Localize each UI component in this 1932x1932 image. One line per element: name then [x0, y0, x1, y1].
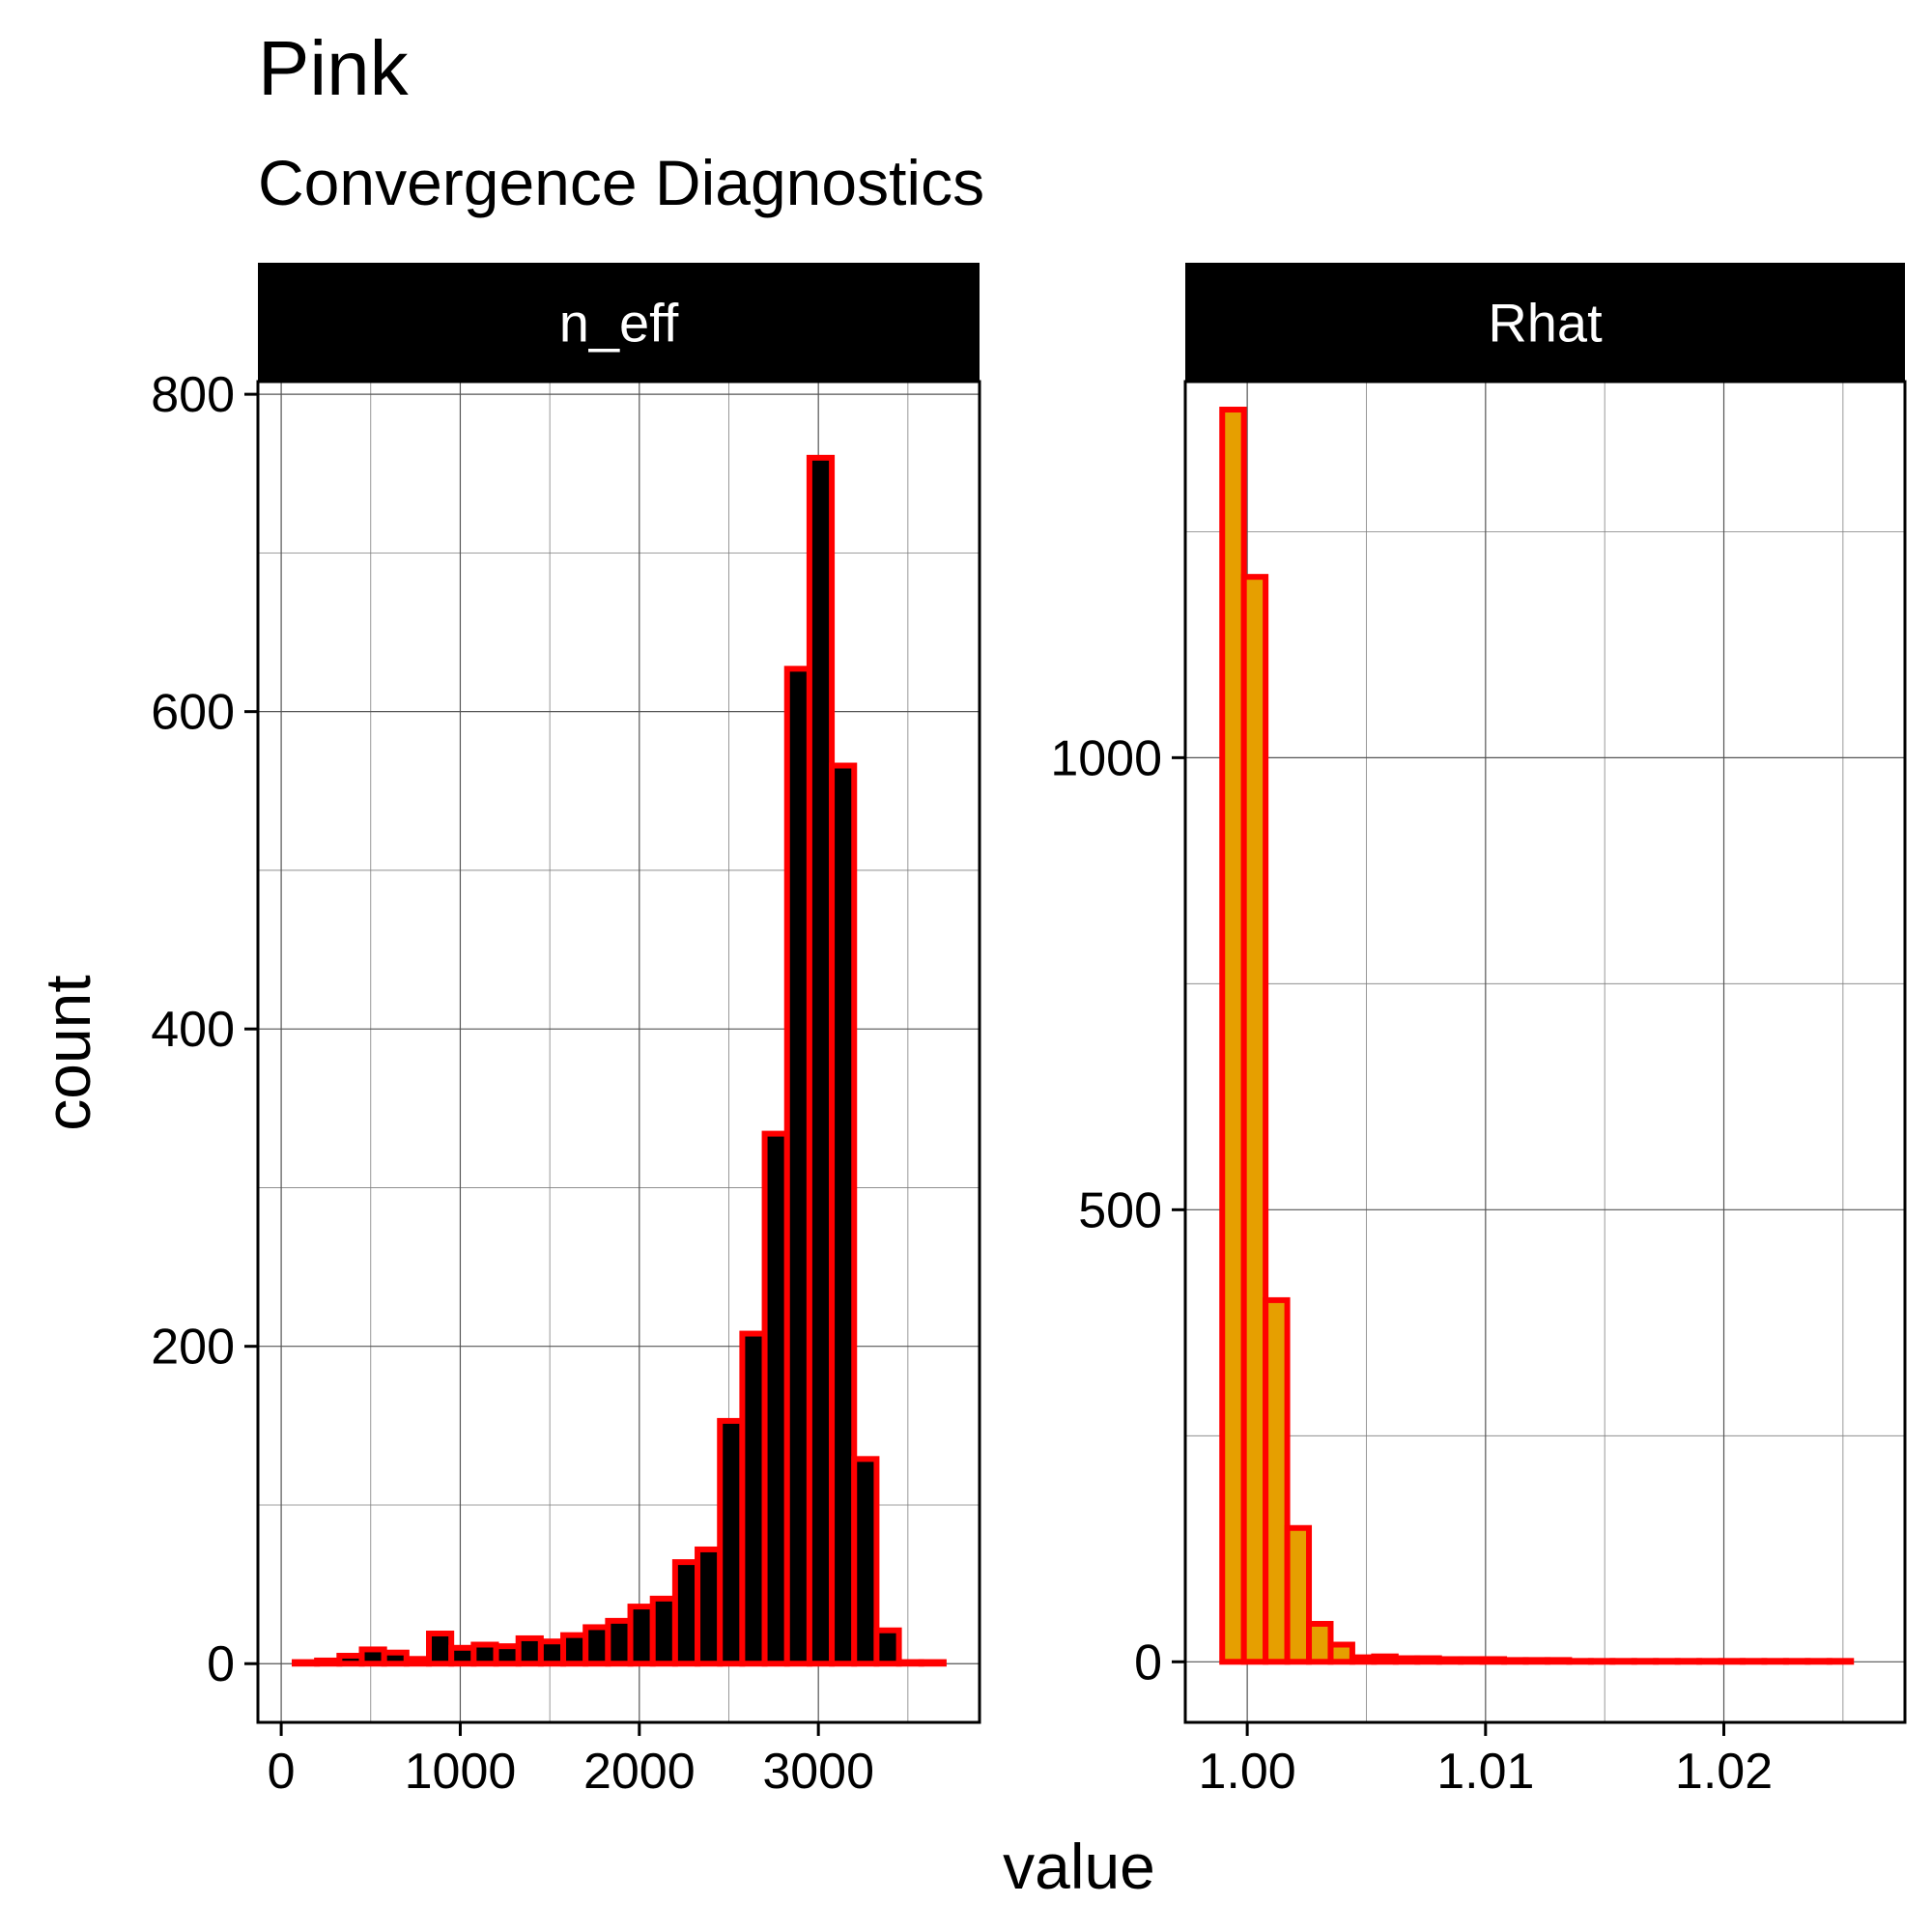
histogram-bar [783, 666, 812, 1667]
histogram-bar [671, 1559, 701, 1667]
histogram-bar [1435, 1656, 1464, 1665]
histogram-bar [381, 1649, 410, 1667]
chart-subtitle: Convergence Diagnostics [258, 147, 984, 218]
histogram-bar [895, 1659, 924, 1667]
chart-title: Pink [258, 25, 410, 111]
x-tick-label: 3000 [762, 1744, 874, 1800]
histogram-bar [1219, 407, 1247, 1665]
histogram-bar [1826, 1658, 1855, 1665]
y-axis-label: count [32, 975, 103, 1130]
histogram-bar [739, 1330, 768, 1667]
histogram-bar [493, 1643, 522, 1667]
histogram-bar [515, 1634, 544, 1667]
x-tick-label: 0 [268, 1744, 296, 1800]
histogram-bar [829, 762, 858, 1667]
histogram-bar [1761, 1658, 1789, 1665]
histogram-bar [1544, 1657, 1573, 1665]
facet-strip-label: n_eff [559, 293, 679, 354]
y-tick-label: 500 [1078, 1182, 1162, 1238]
histogram-bar [314, 1657, 343, 1667]
histogram-bar [358, 1646, 387, 1667]
histogram-bar [1501, 1657, 1529, 1665]
facet-strip-label: Rhat [1488, 293, 1603, 354]
y-tick-label: 200 [151, 1320, 235, 1376]
histogram-bar [761, 1130, 790, 1667]
x-axis-label: value [1003, 1831, 1155, 1902]
histogram-bar [1263, 1296, 1291, 1665]
y-tick-label: 800 [151, 367, 235, 423]
histogram-bar [426, 1631, 455, 1667]
histogram-bar [1631, 1658, 1660, 1665]
histogram-bar [806, 454, 836, 1667]
histogram-bar [627, 1604, 656, 1667]
histogram-bar [851, 1456, 880, 1667]
histogram-bar [448, 1644, 477, 1667]
histogram-bar [1609, 1658, 1637, 1665]
panel-background [1185, 382, 1905, 1722]
histogram-bar [873, 1627, 902, 1667]
histogram-bar [1327, 1641, 1355, 1665]
histogram-bar [695, 1546, 724, 1667]
y-tick-label: 1000 [1050, 730, 1162, 786]
histogram-bar [1392, 1655, 1421, 1665]
histogram-bar [336, 1653, 365, 1667]
x-tick-label: 1.01 [1436, 1744, 1534, 1800]
x-tick-label: 2000 [583, 1744, 696, 1800]
y-tick-label: 0 [207, 1636, 235, 1692]
histogram-bar [1696, 1658, 1724, 1665]
histogram-bar [1782, 1658, 1811, 1665]
histogram-bar [1587, 1658, 1616, 1665]
y-tick-label: 400 [151, 1002, 235, 1058]
histogram-bar [1718, 1658, 1747, 1665]
panel-rhat: Rhat 0 500 1000 1.00 1.01 1.02 [1050, 263, 1907, 1800]
panel-n-eff: n_eff 0 200 400 600 800 0 1000 2000 3000 [151, 263, 981, 1800]
histogram-bar [649, 1595, 678, 1667]
histogram-bar [1349, 1654, 1378, 1665]
histogram-bar [1414, 1655, 1442, 1665]
x-tick-label: 1000 [405, 1744, 517, 1800]
x-tick-label: 1.02 [1675, 1744, 1773, 1800]
histogram-bar [1522, 1657, 1550, 1665]
y-tick-label: 0 [1134, 1634, 1162, 1690]
histogram-bar [605, 1617, 634, 1667]
histogram-bar [582, 1624, 611, 1667]
facet-strip [258, 263, 980, 382]
histogram-bar [1458, 1656, 1486, 1665]
histogram-bar [1804, 1658, 1833, 1665]
histogram-bar [1653, 1658, 1681, 1665]
histogram-bar [918, 1659, 947, 1667]
y-tick-label: 600 [151, 685, 235, 741]
histogram-bar [537, 1638, 567, 1667]
x-tick-label: 1.00 [1199, 1744, 1296, 1800]
histogram-bar [717, 1417, 746, 1667]
histogram-bar [1674, 1658, 1703, 1665]
histogram-bar [1240, 574, 1269, 1665]
histogram-bar [1479, 1656, 1508, 1665]
histogram-bar [1740, 1658, 1768, 1665]
histogram-bar [1306, 1620, 1334, 1665]
facet-strip [1185, 263, 1905, 382]
histogram-bar [1284, 1524, 1313, 1665]
histogram-bar [1371, 1653, 1399, 1665]
histogram-bar [470, 1641, 499, 1667]
histogram-bar [403, 1656, 433, 1667]
histogram-bar [1566, 1658, 1594, 1665]
histogram-bar [291, 1659, 321, 1667]
histogram-bar [560, 1632, 589, 1667]
